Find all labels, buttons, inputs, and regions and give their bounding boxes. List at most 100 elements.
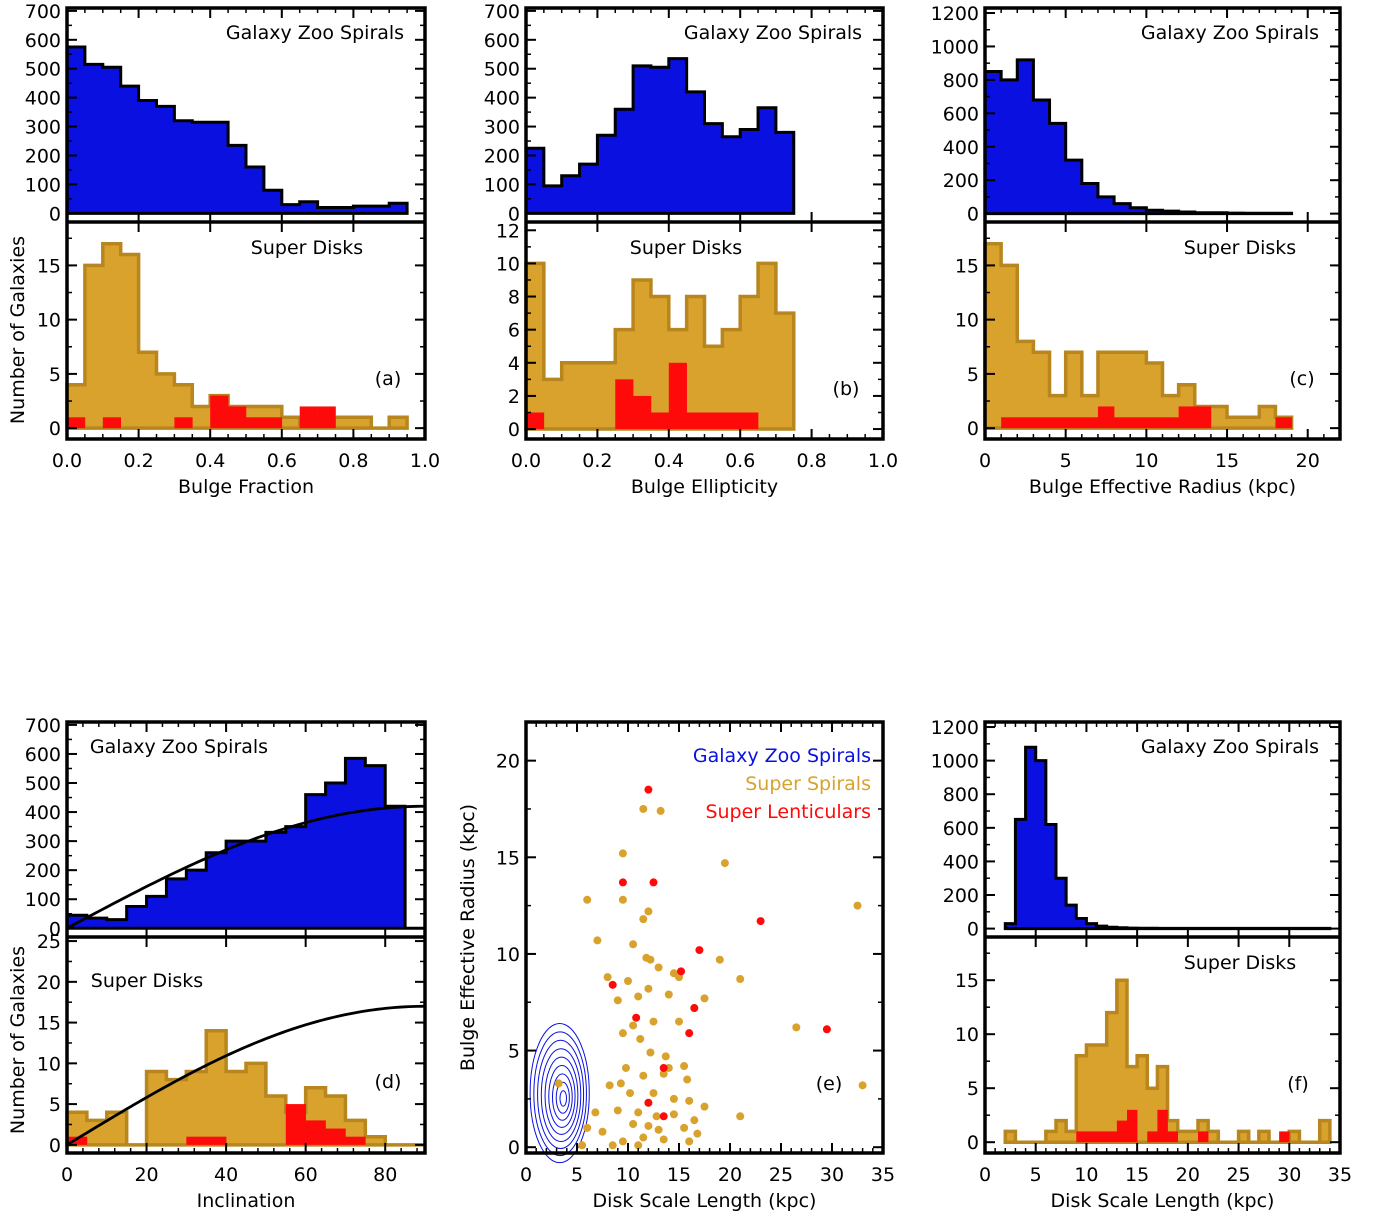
super-spiral-point — [613, 1106, 622, 1115]
y-tick-label: 25 — [37, 931, 61, 953]
super-disks-label: Super Disks — [1184, 952, 1296, 974]
y-tick-label: 100 — [25, 174, 61, 196]
panel-label: (c) — [1289, 368, 1314, 390]
legend-entry: Galaxy Zoo Spirals — [693, 745, 871, 767]
super-spiral-point — [700, 1102, 709, 1111]
super-spirals-histogram — [524, 261, 796, 431]
y-tick-label: 5 — [508, 1041, 520, 1063]
super-spiral-point — [683, 1075, 692, 1084]
y-tick-label: 15 — [496, 847, 520, 869]
super-spiral-point — [618, 849, 627, 858]
super-lenticulars-bar — [67, 1136, 88, 1145]
super-spiral-point — [634, 1141, 643, 1150]
super-lenticulars-bar — [285, 1104, 306, 1145]
gz-contour — [548, 1064, 576, 1128]
legend-entry: Super Spirals — [745, 773, 871, 795]
x-tick-label: 0.2 — [582, 450, 612, 472]
y-tick-label: 6 — [508, 320, 520, 342]
super-lenticulars-bar — [1157, 1109, 1168, 1143]
super-lenticulars-bar — [704, 412, 723, 430]
x-tick-label: 0.4 — [654, 450, 684, 472]
super-lenticulars-bar — [325, 1128, 346, 1145]
y-tick-label: 500 — [25, 773, 61, 795]
y-tick-label: 10 — [496, 944, 520, 966]
x-tick-label: 10 — [1134, 450, 1158, 472]
super-spiral-point — [621, 1063, 630, 1072]
y-tick-label: 0 — [49, 1135, 61, 1157]
super-spiral-point — [639, 1071, 648, 1080]
y-tick-label: 400 — [25, 88, 61, 110]
plot-frame — [524, 720, 885, 1155]
y-tick-label: 0 — [508, 1137, 520, 1159]
y-tick-label: 0 — [508, 203, 520, 225]
y-tick-label: 600 — [943, 818, 979, 840]
x-tick-label: 80 — [373, 1164, 397, 1186]
x-tick-label: 0.6 — [725, 450, 755, 472]
x-tick-label: 1.0 — [868, 450, 898, 472]
super-lenticulars-bar — [1194, 406, 1212, 429]
y-tick-label: 800 — [943, 70, 979, 92]
super-lenticular-point — [695, 946, 704, 955]
super-spiral-point — [598, 1127, 607, 1136]
super-spiral-point — [639, 915, 648, 924]
x-tick-label: 5 — [1030, 1164, 1042, 1186]
super-spiral-point — [715, 955, 724, 964]
super-lenticular-point — [618, 878, 627, 887]
super-spiral-point — [608, 1141, 617, 1150]
y-tick-label: 200 — [25, 145, 61, 167]
super-spiral-point — [690, 1116, 699, 1125]
super-lenticulars-bar — [1162, 417, 1179, 429]
super-spiral-point — [618, 1137, 627, 1146]
x-axis-label: Disk Scale Length (kpc) — [593, 1190, 817, 1212]
y-tick-label: 2 — [508, 386, 520, 408]
x-tick-label: 20 — [134, 1164, 158, 1186]
super-lenticulars-bar — [174, 417, 193, 429]
super-lenticulars-bar — [305, 1120, 326, 1145]
x-tick-label: 0.0 — [52, 450, 82, 472]
panel-label: (b) — [833, 378, 860, 400]
super-spiral-point — [654, 1125, 663, 1134]
x-tick-label: 20 — [718, 1164, 742, 1186]
y-tick-label: 0 — [49, 918, 61, 940]
panel-f: 0 200 400 600 800 1000 1200 0 5 10 15 0 5 10 15 20 25 30 3… — [931, 717, 1352, 1212]
y-tick-label: 5 — [967, 364, 979, 386]
super-spiral-point — [626, 1089, 635, 1098]
gz-histogram — [983, 58, 1294, 216]
super-spiral-point — [593, 936, 602, 945]
x-tick-label: 1.0 — [410, 450, 440, 472]
x-tick-label: 20 — [1296, 450, 1320, 472]
gz-label: Galaxy Zoo Spirals — [90, 736, 268, 758]
super-spiral-point — [646, 955, 655, 964]
super-lenticulars-bar — [1086, 1131, 1097, 1143]
super-lenticulars-bar — [299, 406, 318, 429]
y-tick-label: 700 — [25, 1, 61, 23]
super-spiral-point — [629, 1021, 638, 1030]
x-tick-label: 35 — [871, 1164, 895, 1186]
panel-label: (a) — [375, 368, 401, 390]
super-lenticulars-bar — [67, 417, 86, 429]
super-spiral-point — [646, 1048, 655, 1057]
super-spiral-point — [583, 1123, 592, 1132]
super-lenticulars-bar — [1127, 1109, 1138, 1143]
x-tick-label: 10 — [1074, 1164, 1098, 1186]
super-lenticulars-bar — [1033, 417, 1050, 429]
gz-histogram — [1003, 745, 1332, 931]
x-tick-label: 0.8 — [338, 450, 368, 472]
super-lenticular-point — [644, 1098, 653, 1107]
y-axis-label-top: Number of Galaxies — [7, 236, 29, 424]
x-axis-label: Bulge Ellipticity — [631, 476, 778, 498]
super-lenticulars-bar — [1279, 1131, 1290, 1143]
sin-inclination-curve — [66, 804, 426, 930]
super-spiral-point — [649, 1089, 658, 1098]
super-lenticulars-bar — [1076, 1131, 1087, 1143]
super-disks-label: Super Disks — [91, 970, 203, 992]
super-spiral-point — [603, 973, 612, 982]
y-tick-label: 15 — [955, 970, 979, 992]
super-spiral-point — [629, 1120, 638, 1129]
super-lenticular-point — [659, 1063, 668, 1072]
super-lenticular-point — [644, 785, 653, 794]
gz-label: Galaxy Zoo Spirals — [684, 22, 862, 44]
x-tick-label: 0 — [979, 1164, 991, 1186]
gz-contour — [544, 1056, 579, 1135]
